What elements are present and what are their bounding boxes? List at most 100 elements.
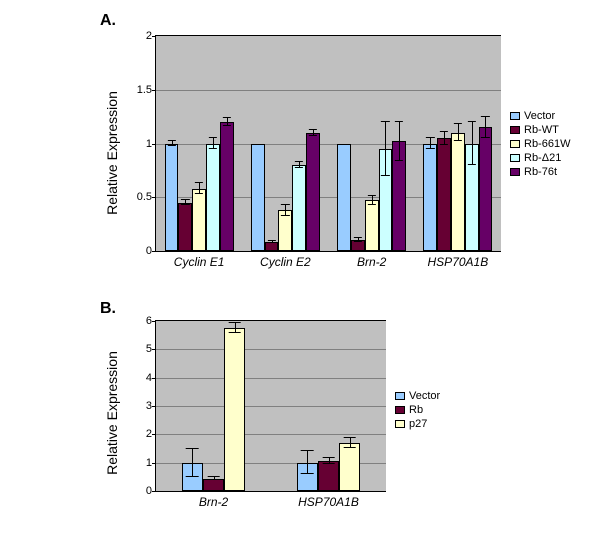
tick-label: 1 xyxy=(146,457,156,469)
legend-label: Vector xyxy=(409,390,440,402)
error-cap xyxy=(454,123,462,124)
legend-label: Vector xyxy=(524,110,555,122)
error-cap xyxy=(195,193,203,194)
error-cap xyxy=(367,204,375,205)
bar xyxy=(224,328,245,491)
error-cap xyxy=(195,182,203,183)
error-cap xyxy=(354,237,362,238)
error-cap xyxy=(381,175,389,176)
legend-label: Rb-661W xyxy=(524,138,570,150)
error-cap xyxy=(343,437,356,438)
bar xyxy=(306,133,320,251)
legend-item: p27 xyxy=(395,418,440,430)
category-label: Brn-2 xyxy=(156,491,271,509)
error-bar xyxy=(485,117,486,139)
legend-swatch xyxy=(510,112,520,120)
error-cap xyxy=(309,135,317,136)
error-cap xyxy=(426,148,434,149)
error-cap xyxy=(301,473,314,474)
error-bar xyxy=(307,451,308,474)
error-cap xyxy=(267,240,275,241)
legend-item: Rb-661W xyxy=(510,138,570,150)
bar xyxy=(265,242,279,251)
category-label: Cyclin E1 xyxy=(156,251,242,269)
legend-item: Rb-Δ21 xyxy=(510,152,570,164)
legend-swatch xyxy=(510,140,520,148)
error-cap xyxy=(223,117,231,118)
tick-label: 2 xyxy=(146,30,156,42)
error-cap xyxy=(295,161,303,162)
tick-label: 0 xyxy=(146,485,156,497)
bar xyxy=(251,144,265,252)
error-cap xyxy=(395,160,403,161)
category-label: Cyclin E2 xyxy=(242,251,328,269)
legend-swatch xyxy=(510,168,520,176)
error-cap xyxy=(367,195,375,196)
error-bar xyxy=(472,122,473,165)
category-label: Brn-2 xyxy=(329,251,415,269)
panel-a-ylabel: Relative Expression xyxy=(104,91,120,215)
error-cap xyxy=(186,448,199,449)
error-cap xyxy=(186,476,199,477)
bar xyxy=(451,133,465,251)
legend-swatch xyxy=(395,420,405,428)
legend-label: Rb xyxy=(409,404,423,416)
bar xyxy=(365,200,379,251)
panel-a-legend: VectorRb-WTRb-661WRb-Δ21Rb-76t xyxy=(510,110,570,180)
panel-b-legend: Vector Rb p27 xyxy=(395,390,440,432)
legend-swatch xyxy=(510,126,520,134)
error-bar xyxy=(458,124,459,141)
panel-b: B. Relative Expression 0123456Brn-2HSP70… xyxy=(0,300,600,536)
legend-label: Rb-WT xyxy=(524,124,559,136)
tick-label: 4 xyxy=(146,372,156,384)
bar-group: HSP70A1B xyxy=(415,36,501,251)
error-cap xyxy=(167,145,175,146)
tick-label: 1.5 xyxy=(137,84,156,96)
bar xyxy=(479,127,493,251)
error-bar xyxy=(192,449,193,477)
bar xyxy=(318,461,339,491)
bar-group: HSP70A1B xyxy=(271,321,386,491)
tick-label: 2 xyxy=(146,428,156,440)
error-cap xyxy=(381,121,389,122)
error-cap xyxy=(228,332,241,333)
error-cap xyxy=(228,322,241,323)
category-label: HSP70A1B xyxy=(271,491,386,509)
error-cap xyxy=(440,144,448,145)
error-cap xyxy=(468,121,476,122)
legend-item: Vector xyxy=(510,110,570,122)
tick-label: 6 xyxy=(146,315,156,327)
bar xyxy=(423,144,437,252)
bar xyxy=(292,165,306,251)
error-cap xyxy=(207,479,220,480)
error-cap xyxy=(309,129,317,130)
error-cap xyxy=(354,241,362,242)
bar xyxy=(337,144,351,252)
legend-item: Vector xyxy=(395,390,440,402)
bar xyxy=(178,203,192,251)
tick-label: 5 xyxy=(146,343,156,355)
tick-label: 1 xyxy=(146,138,156,150)
legend-label: p27 xyxy=(409,418,427,430)
bar xyxy=(192,189,206,251)
error-cap xyxy=(181,199,189,200)
error-cap xyxy=(440,131,448,132)
error-cap xyxy=(468,164,476,165)
error-cap xyxy=(295,167,303,168)
legend-swatch xyxy=(395,406,405,414)
panel-b-label: B. xyxy=(100,300,116,318)
error-cap xyxy=(167,140,175,141)
panel-b-plot: 0123456Brn-2HSP70A1B xyxy=(155,320,386,492)
error-cap xyxy=(301,450,314,451)
bar-group: Cyclin E1 xyxy=(156,36,242,251)
error-cap xyxy=(395,121,403,122)
legend-label: Rb-Δ21 xyxy=(524,152,561,164)
error-cap xyxy=(343,447,356,448)
error-cap xyxy=(209,137,217,138)
bar xyxy=(203,479,224,491)
error-cap xyxy=(322,463,335,464)
error-cap xyxy=(207,476,220,477)
bar-group: Brn-2 xyxy=(329,36,415,251)
error-cap xyxy=(209,148,217,149)
bar-group: Brn-2 xyxy=(156,321,271,491)
